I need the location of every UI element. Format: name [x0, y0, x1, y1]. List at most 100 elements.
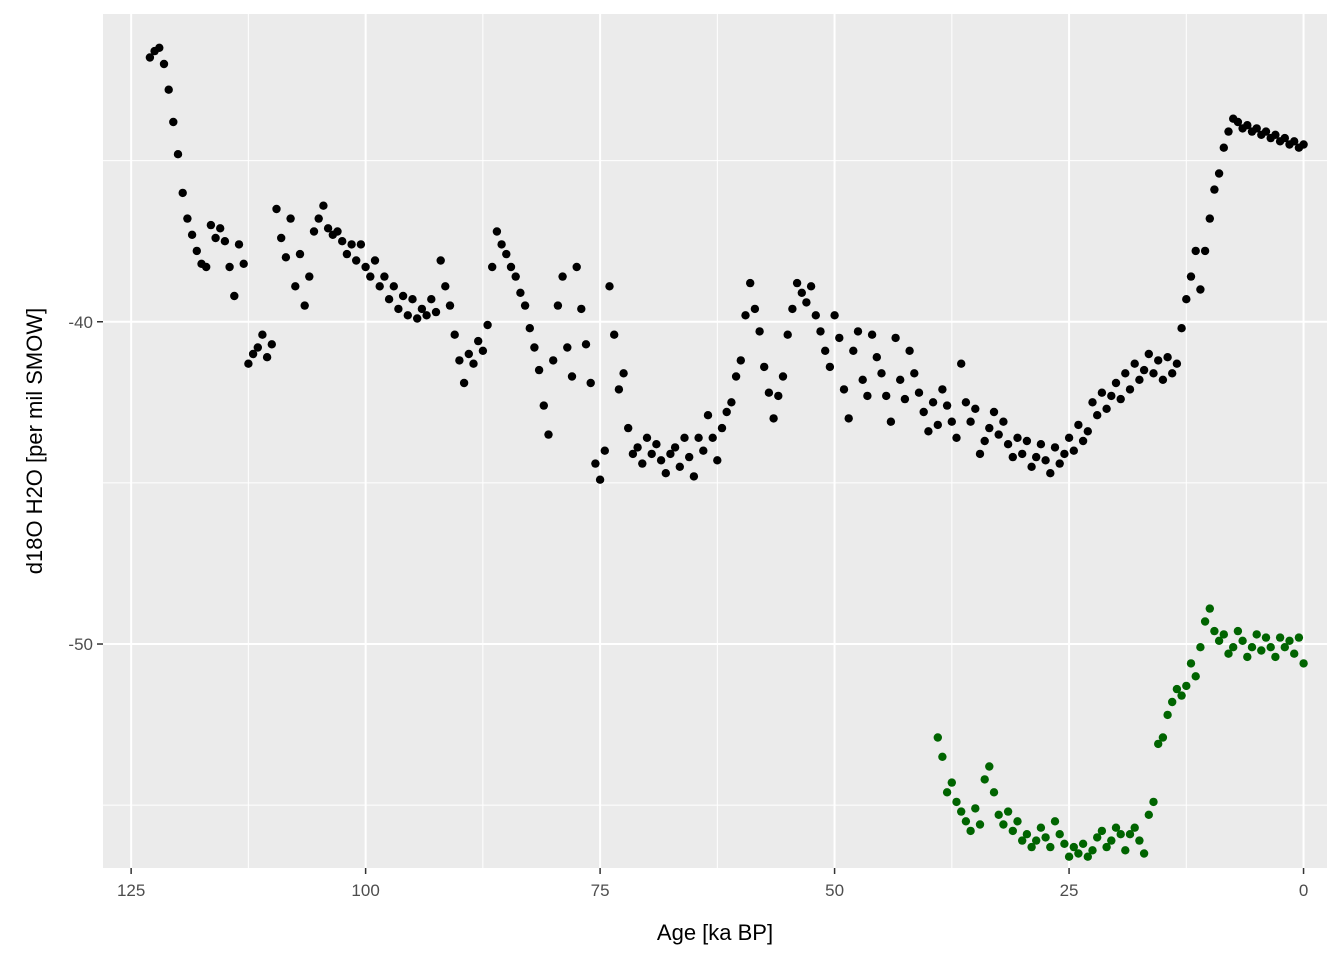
series-1-point — [427, 295, 436, 304]
series-2-point — [966, 826, 975, 836]
series-1-point — [1144, 349, 1154, 359]
series-1-point — [844, 414, 853, 423]
series-1-point — [413, 314, 422, 323]
y-tick-label: -40 — [68, 313, 93, 332]
series-1-point — [389, 282, 398, 291]
series-2-point — [947, 778, 956, 787]
series-1-point — [1135, 375, 1144, 384]
series-1-point — [938, 385, 947, 394]
series-2-point — [1097, 826, 1107, 836]
series-1-point — [192, 246, 201, 256]
major-gridlines — [103, 14, 1327, 868]
series-1-point — [633, 443, 642, 452]
series-1-points — [145, 43, 1308, 484]
series-2-point — [1219, 630, 1229, 639]
series-2-point — [1069, 842, 1079, 852]
series-1-point — [544, 430, 553, 439]
series-1-point — [661, 469, 670, 478]
series-2-point — [1280, 643, 1290, 652]
series-1-point — [966, 417, 975, 426]
series-2-point — [1266, 643, 1275, 652]
series-2-point — [1032, 836, 1041, 845]
series-1-point — [1078, 436, 1088, 446]
series-1-point — [478, 346, 488, 355]
series-1-point — [225, 262, 234, 272]
series-1-point — [605, 282, 614, 291]
series-1-point — [867, 330, 877, 339]
series-2-point — [1083, 852, 1093, 861]
series-1-point — [525, 324, 534, 333]
series-1-point — [886, 417, 896, 426]
series-1-point — [511, 272, 520, 281]
series-1-point — [1177, 324, 1186, 333]
series-1-point — [1046, 469, 1055, 478]
series-2-point — [1078, 839, 1088, 848]
series-1-point — [816, 327, 825, 336]
series-2-point — [1214, 636, 1224, 645]
series-1-point — [821, 346, 830, 355]
series-1-point — [380, 272, 389, 281]
series-1-point — [942, 401, 952, 410]
minor-gridlines — [103, 14, 1327, 868]
series-1-point — [600, 446, 609, 455]
series-1-point — [985, 423, 994, 433]
series-1-point — [727, 398, 736, 407]
x-axis-ticks: 125 100 75 50 25 0 — [117, 868, 1308, 900]
series-1-point — [1130, 359, 1139, 368]
series-2-point — [1102, 842, 1111, 852]
series-1-point — [717, 423, 727, 433]
series-1-point — [1018, 449, 1027, 459]
series-1-point — [1050, 443, 1060, 452]
series-1-point — [300, 301, 309, 310]
series-1-point — [394, 304, 403, 314]
series-1-point — [1027, 462, 1036, 471]
series-1-point — [506, 262, 516, 272]
series-1-point — [1172, 359, 1182, 368]
series-1-point — [713, 456, 722, 465]
series-1-point — [145, 53, 155, 62]
x-tick-label: 100 — [351, 881, 379, 900]
series-1-point — [1083, 427, 1093, 436]
series-2-point — [1205, 604, 1215, 613]
series-1-point — [741, 311, 750, 320]
series-2-point — [933, 733, 942, 742]
series-1-point — [1107, 391, 1116, 401]
series-2-point — [1121, 846, 1130, 855]
series-1-point — [971, 404, 980, 413]
series-1-point — [1158, 375, 1168, 384]
series-1-point — [572, 262, 581, 272]
series-1-point — [708, 433, 717, 442]
series-1-point — [464, 349, 473, 359]
series-1-point — [384, 295, 394, 304]
series-1-point — [520, 301, 530, 310]
series-1-point — [910, 369, 919, 378]
series-1-point — [1299, 140, 1308, 149]
series-1-point — [361, 262, 370, 272]
series-1-point — [469, 359, 478, 368]
series-1-point — [230, 291, 239, 301]
series-1-point — [905, 346, 914, 355]
series-2-point — [1233, 626, 1243, 636]
series-1-point — [422, 311, 431, 320]
x-tick-label: 125 — [117, 881, 145, 900]
series-1-point — [896, 375, 905, 384]
series-2-point — [1036, 823, 1046, 832]
series-1-point — [1088, 398, 1097, 407]
series-1-point — [1271, 130, 1280, 139]
series-1-point — [1243, 121, 1252, 130]
series-2-point — [1055, 830, 1064, 839]
series-1-point — [558, 272, 567, 281]
series-2-point — [1003, 807, 1013, 816]
series-1-point — [1182, 295, 1191, 304]
series-2-point — [989, 788, 999, 797]
series-2-point — [1144, 810, 1154, 819]
series-1-point — [155, 43, 164, 52]
series-1-point — [220, 237, 230, 246]
series-1-point — [830, 311, 839, 320]
series-2-point — [957, 807, 966, 816]
series-1-point — [638, 459, 647, 468]
series-1-point — [835, 333, 844, 343]
series-2-point — [999, 820, 1008, 829]
series-1-point — [1055, 459, 1064, 468]
